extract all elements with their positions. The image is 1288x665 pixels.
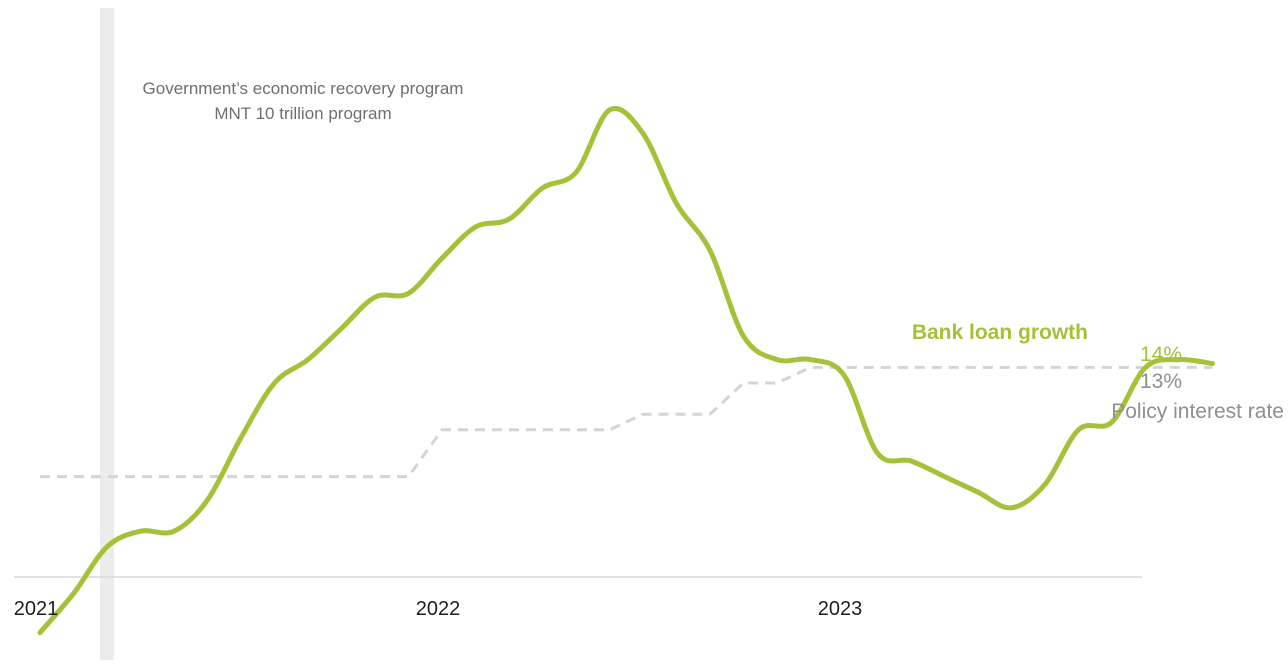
annotation-band-layer — [100, 8, 114, 660]
annotation-text-line: MNT 10 trillion program — [214, 104, 391, 123]
series-label-policy-interest-rate: Policy interest rate — [1111, 400, 1284, 423]
series-layer — [37, 106, 1215, 636]
annotation-text-line: Government’s economic recovery program — [143, 79, 464, 98]
x-tick-label: 2022 — [416, 598, 461, 620]
end-value-bank-loan-growth: 14% — [1140, 343, 1182, 366]
series-label-bank-loan-growth: Bank loan growth — [912, 321, 1088, 344]
x-tick-label: 2023 — [818, 598, 863, 620]
annotation-band — [100, 8, 114, 660]
series-line-bank-loan-growth — [37, 106, 1215, 636]
text-layer: 2021 2022 2023 Government’s economic recove… — [14, 79, 1284, 620]
x-tick-label: 2021 — [14, 598, 59, 620]
series-line-policy-interest-rate — [40, 365, 1213, 479]
end-value-policy-interest-rate: 13% — [1140, 370, 1182, 393]
